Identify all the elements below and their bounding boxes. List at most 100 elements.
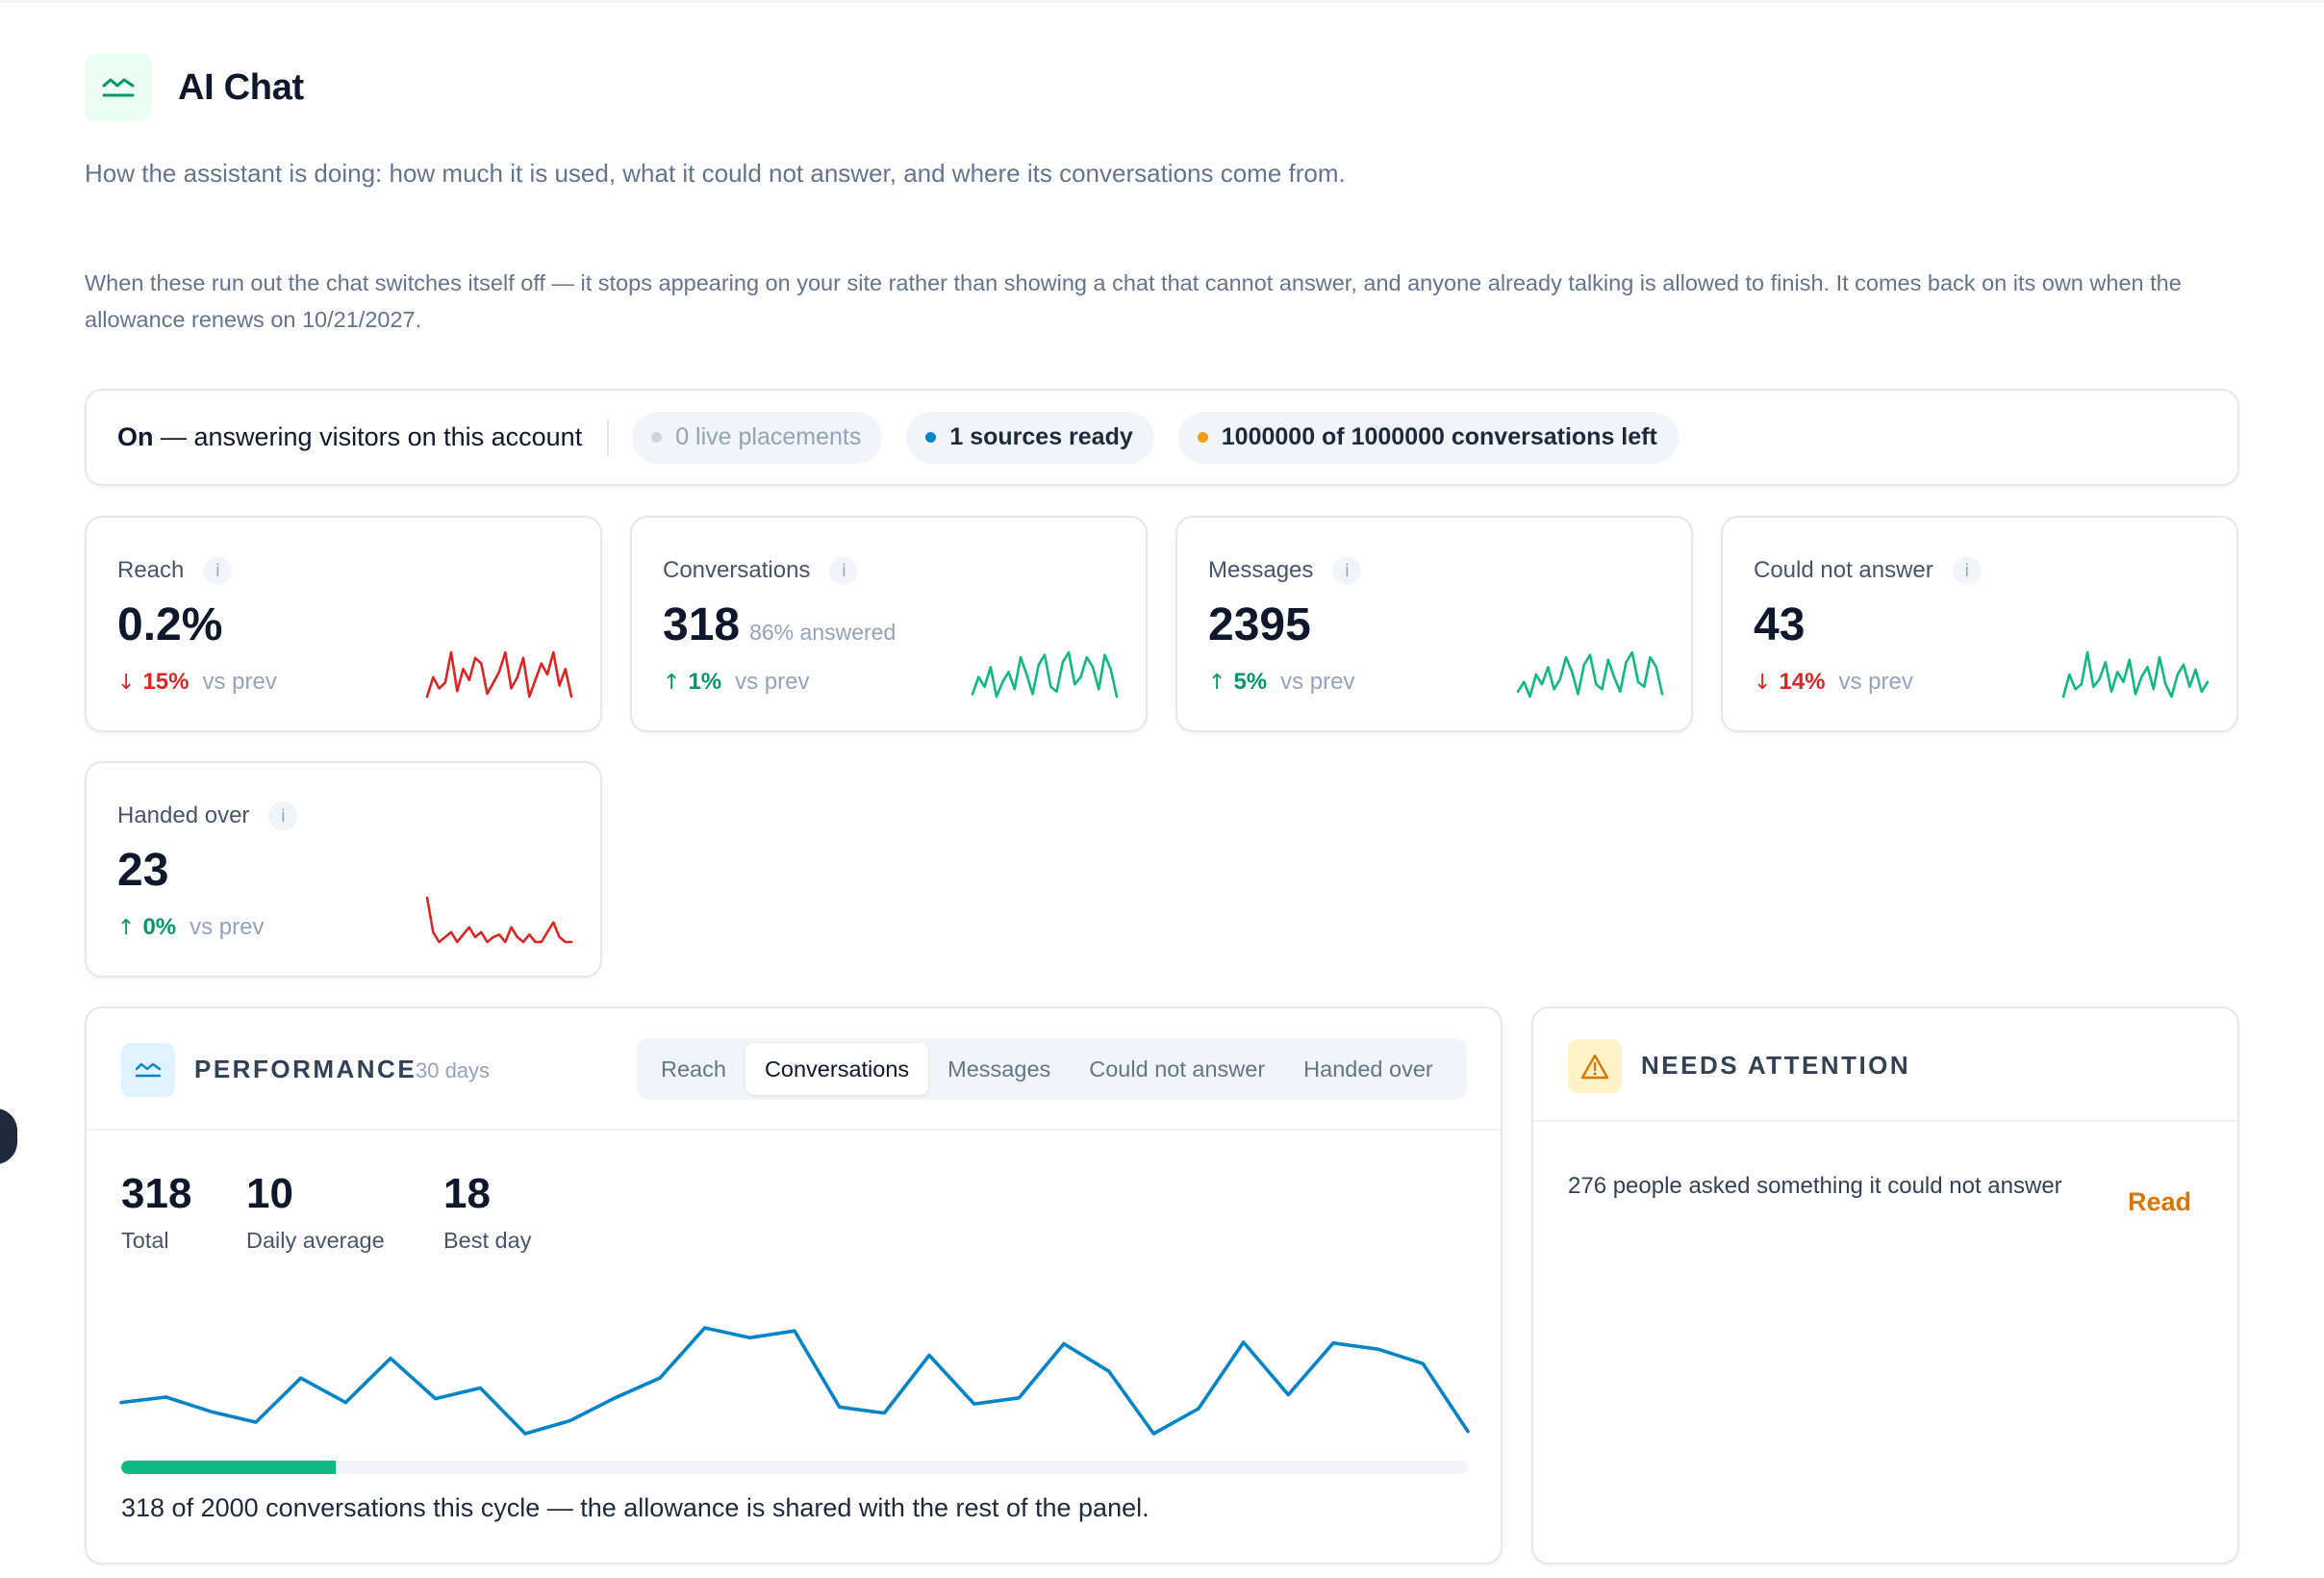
info-icon[interactable]: i <box>1332 556 1362 585</box>
needs-attention-header: NEEDS ATTENTION <box>1533 1008 2237 1122</box>
status-dot <box>925 432 937 443</box>
allowance-progress-fill <box>121 1461 336 1474</box>
sources-ready-pill[interactable]: 1 sources ready <box>906 411 1154 464</box>
kpi-sparkline <box>971 650 1119 699</box>
kpi-value: 0.2% <box>117 598 222 651</box>
kpi-sparkline <box>425 896 573 944</box>
status-dot <box>1197 432 1208 443</box>
stat-best-day: 18 Best day <box>443 1170 531 1254</box>
kpi-value: 318 86% answered <box>663 598 896 651</box>
kpi-label: Could not answer i <box>1754 556 1982 585</box>
tab-conversations[interactable]: Conversations <box>745 1043 929 1095</box>
kpi-card-handed-over: Handed over i 23 ↑ 0% vs prev <box>85 761 602 978</box>
allowance-note: When these run out the chat switches its… <box>85 270 2182 332</box>
kpi-value-text: 2395 <box>1208 599 1311 650</box>
kpi-delta-value: 14% <box>1779 669 1826 695</box>
floating-handle[interactable] <box>0 1108 17 1164</box>
page-title: AI Chat <box>178 66 304 108</box>
page-header: AI Chat <box>85 54 304 121</box>
arrow-up-icon: ↑ <box>663 670 681 695</box>
kpi-delta-caption: vs prev <box>1838 669 1913 695</box>
tab-handed-over[interactable]: Handed over <box>1303 1056 1433 1082</box>
chart-line-icon <box>121 1043 175 1097</box>
read-link[interactable]: Read <box>2127 1187 2191 1216</box>
pill-label: 0 live placements <box>675 423 862 450</box>
performance-line-chart <box>119 1326 1470 1436</box>
info-icon[interactable]: i <box>268 802 298 830</box>
stat-value: 318 <box>121 1170 192 1217</box>
kpi-delta: ↓ 14% vs prev <box>1754 669 1913 696</box>
conversations-left-pill[interactable]: 1000000 of 1000000 conversations left <box>1177 411 1679 464</box>
arrow-up-icon: ↑ <box>1208 670 1226 695</box>
needs-attention-panel: NEEDS ATTENTION 276 people asked somethi… <box>1531 1006 2239 1565</box>
activity-icon <box>85 54 152 121</box>
kpi-label: Messages i <box>1208 556 1362 585</box>
status-bar: On — answering visitors on this account … <box>85 389 2239 486</box>
pill-label: 1 sources ready <box>949 423 1133 450</box>
kpi-card-reach: Reach i 0.2% ↓ 15% vs prev <box>85 516 602 732</box>
kpi-delta: ↑ 1% vs prev <box>663 669 809 696</box>
attention-item-text: 276 people asked something it could not … <box>1568 1173 2062 1199</box>
sparkline-series <box>425 896 573 944</box>
info-icon[interactable]: i <box>203 556 233 585</box>
stat-value: 18 <box>443 1170 491 1217</box>
stat-label: Daily average <box>246 1228 385 1253</box>
kpi-delta-caption: vs prev <box>1280 669 1355 695</box>
status-state: On <box>117 422 154 451</box>
arrow-down-icon: ↓ <box>1754 670 1772 695</box>
tab-messages[interactable]: Messages <box>947 1056 1051 1082</box>
kpi-delta-caption: vs prev <box>202 669 277 695</box>
kpi-delta-value: 1% <box>688 669 722 695</box>
info-icon[interactable]: i <box>829 556 859 585</box>
kpi-label-text: Could not answer <box>1754 557 1933 583</box>
kpi-label: Conversations i <box>663 556 859 585</box>
kpi-card-could-not-answer: Could not answer i 43 ↓ 14% vs prev <box>1721 516 2238 732</box>
tab-reach[interactable]: Reach <box>661 1056 726 1082</box>
arrow-up-icon: ↑ <box>117 915 136 940</box>
performance-title: PERFORMANCE <box>194 1055 417 1083</box>
metric-tabs: Reach Conversations Messages Could not a… <box>637 1038 1467 1100</box>
arrow-down-icon: ↓ <box>117 670 136 695</box>
conversations-series <box>119 1326 1470 1436</box>
kpi-label-text: Reach <box>117 557 185 583</box>
kpi-delta: ↑ 0% vs prev <box>117 914 264 941</box>
kpi-value-text: 23 <box>117 845 169 896</box>
allowance-progress <box>121 1461 1468 1474</box>
sparkline-series <box>425 650 573 699</box>
kpi-value-text: 0.2% <box>117 599 223 650</box>
sparkline-series <box>1516 650 1664 699</box>
tab-could-not-answer[interactable]: Could not answer <box>1089 1056 1266 1082</box>
kpi-value-text: 318 <box>663 599 741 650</box>
kpi-delta: ↓ 15% vs prev <box>117 669 277 696</box>
performance-range: 30 days <box>416 1058 491 1082</box>
status-text: On — answering visitors on this account <box>117 422 582 452</box>
kpi-delta: ↑ 5% vs prev <box>1208 669 1354 696</box>
stat-label: Total <box>121 1228 169 1253</box>
kpi-card-messages: Messages i 2395 ↑ 5% vs prev <box>1175 516 1693 732</box>
warning-icon <box>1568 1039 1622 1093</box>
kpi-label-text: Handed over <box>117 802 250 828</box>
performance-panel: PERFORMANCE 30 days Reach Conversations … <box>85 1006 1503 1565</box>
kpi-delta-caption: vs prev <box>735 669 810 695</box>
kpi-value: 23 <box>117 844 168 897</box>
status-divider <box>607 419 610 456</box>
stat-total: 318 Total <box>121 1170 191 1254</box>
kpi-subvalue: 86% answered <box>749 620 897 645</box>
allowance-text: 318 of 2000 conversations this cycle — t… <box>121 1493 1149 1522</box>
sparkline-series <box>2061 650 2210 699</box>
kpi-sparkline <box>425 650 573 699</box>
kpi-card-conversations: Conversations i 318 86% answered ↑ 1% vs pre… <box>630 516 1148 732</box>
status-dot <box>651 432 663 443</box>
kpi-label: Handed over i <box>117 802 298 830</box>
pill-label: 1000000 of 1000000 conversations left <box>1221 423 1657 450</box>
kpi-label-text: Messages <box>1208 557 1314 583</box>
kpi-label: Reach i <box>117 556 233 585</box>
needs-attention-title: NEEDS ATTENTION <box>1641 1051 1911 1080</box>
live-placements-pill[interactable]: 0 live placements <box>632 411 883 464</box>
sparkline-series <box>971 650 1119 699</box>
stat-daily-average: 10 Daily average <box>246 1170 385 1254</box>
status-state-text: — answering visitors on this account <box>153 422 583 451</box>
kpi-value: 2395 <box>1208 598 1311 651</box>
info-icon[interactable]: i <box>1952 556 1982 585</box>
top-divider <box>0 0 2324 3</box>
